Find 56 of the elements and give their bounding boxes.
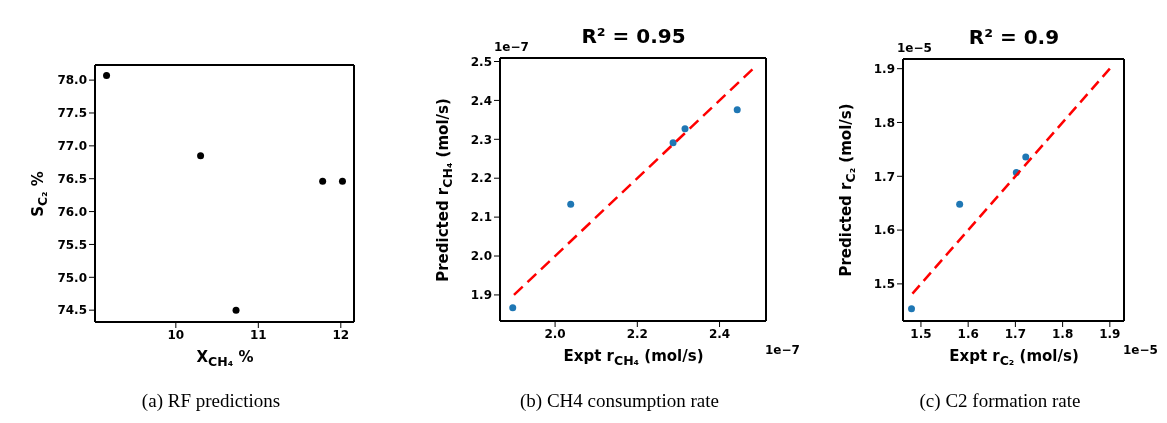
point (197, 152, 205, 160)
chart-title: R² = 0.9 (968, 25, 1060, 49)
y-tick-label: 75.0 (57, 270, 87, 285)
text: 1e−7 (494, 40, 529, 54)
y-tick-label: 1.5 (873, 277, 895, 292)
text: (b) CH4 consumption rate (520, 390, 719, 412)
y-tick-label: 75.5 (57, 237, 87, 252)
x-tick-label: 2.4 (708, 326, 731, 341)
y-tick-label: 2.2 (470, 171, 492, 186)
y-tick-label: 1.7 (873, 169, 895, 184)
y-tick-label: 1.6 (873, 223, 895, 238)
chart-title: R² = 0.95 (581, 24, 686, 48)
point (681, 125, 689, 133)
x-tick-label: 1.9 (1099, 326, 1121, 341)
x-axis-title: X$_{CH₄}$ % (196, 348, 254, 369)
x-tick-label: 2.2 (626, 326, 648, 341)
y-tick-label: 2.5 (470, 54, 492, 69)
x-tick-label: 1.7 (1004, 326, 1027, 341)
text: 1e−5 (897, 41, 932, 55)
x-tick-label: 1.5 (910, 326, 932, 341)
x-axis-title: Expt r$_{C₂}$ (mol/s) (949, 347, 1079, 368)
y-tick-label: 2.3 (470, 132, 492, 147)
y-tick-label: 77.0 (57, 139, 87, 154)
text: 1e−5 (1123, 343, 1158, 357)
y-tick-label: 1.9 (470, 288, 492, 303)
y-tick-label: 2.0 (470, 249, 492, 264)
x-tick-label: 1.6 (957, 326, 979, 341)
point (567, 200, 575, 208)
y-tick-label: 78.0 (57, 73, 87, 88)
text: (a) RF predictions (141, 390, 281, 412)
y-tick-label: 76.5 (57, 171, 87, 186)
x-tick-label: 12 (332, 327, 350, 342)
y-tick-label: 1.9 (873, 61, 895, 76)
point (733, 106, 741, 114)
x-tick-label: 11 (249, 327, 267, 342)
point (103, 72, 111, 80)
x-tick-label: 2.0 (544, 326, 566, 341)
x-tick-label: 10 (167, 327, 185, 342)
y-tick-label: 76.0 (57, 204, 87, 219)
point (319, 177, 327, 185)
text: 1e−7 (765, 343, 800, 357)
point (509, 304, 517, 312)
point (338, 177, 346, 185)
y-tick-label: 74.5 (57, 303, 87, 318)
y-tick-label: 77.5 (57, 106, 87, 121)
point (232, 306, 240, 314)
text: (c) C2 formation rate (919, 390, 1081, 412)
point (956, 200, 964, 208)
x-axis-title: Expt r$_{CH₄}$ (mol/s) (563, 347, 704, 368)
y-tick-label: 2.4 (470, 93, 492, 108)
point (1022, 153, 1030, 161)
x-tick-label: 1.8 (1051, 326, 1074, 341)
point (669, 139, 677, 147)
y-tick-label: 1.8 (873, 115, 895, 130)
point (908, 305, 915, 313)
y-tick-label: 2.1 (470, 210, 492, 225)
